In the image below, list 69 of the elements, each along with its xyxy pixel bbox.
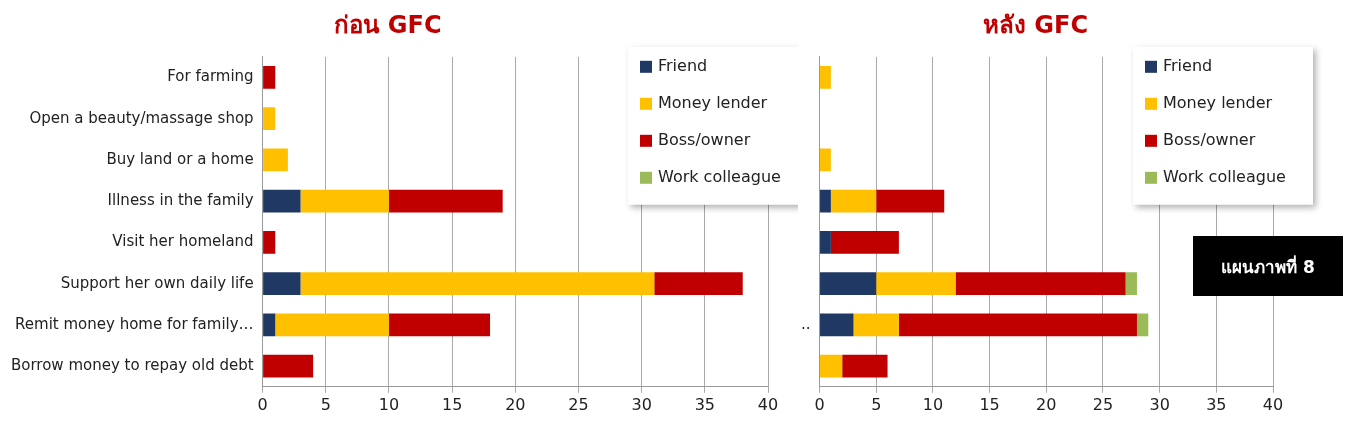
bar [275,313,389,337]
x-tick-label: 5 [320,394,331,414]
bar [876,272,956,296]
bar [876,189,945,213]
legend-label: Boss/owner [658,129,751,149]
chart-title: หลัง GFC [982,10,1089,39]
bar [898,313,1137,337]
y-tick-label: For farming [167,67,254,86]
chart-title: ก่อน GFC [334,10,442,39]
bar [1125,272,1137,296]
x-tick-label: 35 [1206,394,1227,414]
bar [263,107,276,131]
bar [300,189,389,213]
legend-label: Work colleague [1163,166,1286,186]
bar [263,148,288,172]
x-tick-label: 30 [631,394,652,414]
legend-label: Friend [658,55,708,75]
y-tick-label: Visit her homeland [112,232,254,251]
bar [263,272,301,296]
bar [820,66,831,89]
bar [830,189,877,213]
x-tick-label: 15 [979,394,1000,414]
x-tick-label: 15 [441,394,463,414]
bar [263,231,276,254]
x-tick-label: 20 [1036,394,1057,414]
x-tick-label: 0 [814,394,825,414]
bar [388,313,491,337]
y-tick-label: Borrow money to repay old debt [10,356,254,375]
bar [820,189,831,213]
y-tick-label: Open a beauty/massage shop [29,108,254,127]
x-tick-label: 40 [1262,394,1284,414]
x-tick-label: 40 [757,394,779,414]
legend-label: Boss/owner [1163,129,1256,149]
bar [830,231,899,254]
x-tick-label: 25 [1092,394,1114,414]
bar [853,313,899,337]
y-tick-label: Support her own daily life [60,273,254,292]
bar [388,189,503,213]
bar [263,354,314,378]
legend-label: Friend [1163,55,1213,75]
x-tick-label: 30 [1149,394,1170,414]
bar [263,313,276,337]
x-tick-label: 10 [922,394,944,414]
x-tick-label: 5 [871,394,882,414]
bar [654,272,743,296]
bar [820,313,854,337]
legend-label: Work colleague [658,166,781,186]
bar [820,148,831,172]
caption-box: แผนภาพที่ 8 [1193,236,1343,296]
x-tick-label: 25 [568,394,589,414]
bar [263,66,276,89]
x-tick-label: 10 [378,394,400,414]
bar [842,354,888,378]
x-tick-label: 35 [694,394,716,414]
bar [820,231,831,254]
y-tick-label: Remit money home for family… [15,314,254,333]
x-tick-label: 0 [257,394,268,414]
x-tick-label: 20 [505,394,526,414]
bar [820,354,843,378]
bar [820,272,877,296]
y-tick-label: Buy land or a home [106,149,254,168]
legend-label: Money lender [1163,92,1273,112]
y-tick-label: .. [800,314,811,333]
legend-label: Money lender [658,92,768,112]
bar [955,272,1126,296]
bar [300,272,655,296]
bar [263,189,301,213]
bar [1136,313,1149,337]
y-tick-label: Illness in the family [107,191,254,210]
